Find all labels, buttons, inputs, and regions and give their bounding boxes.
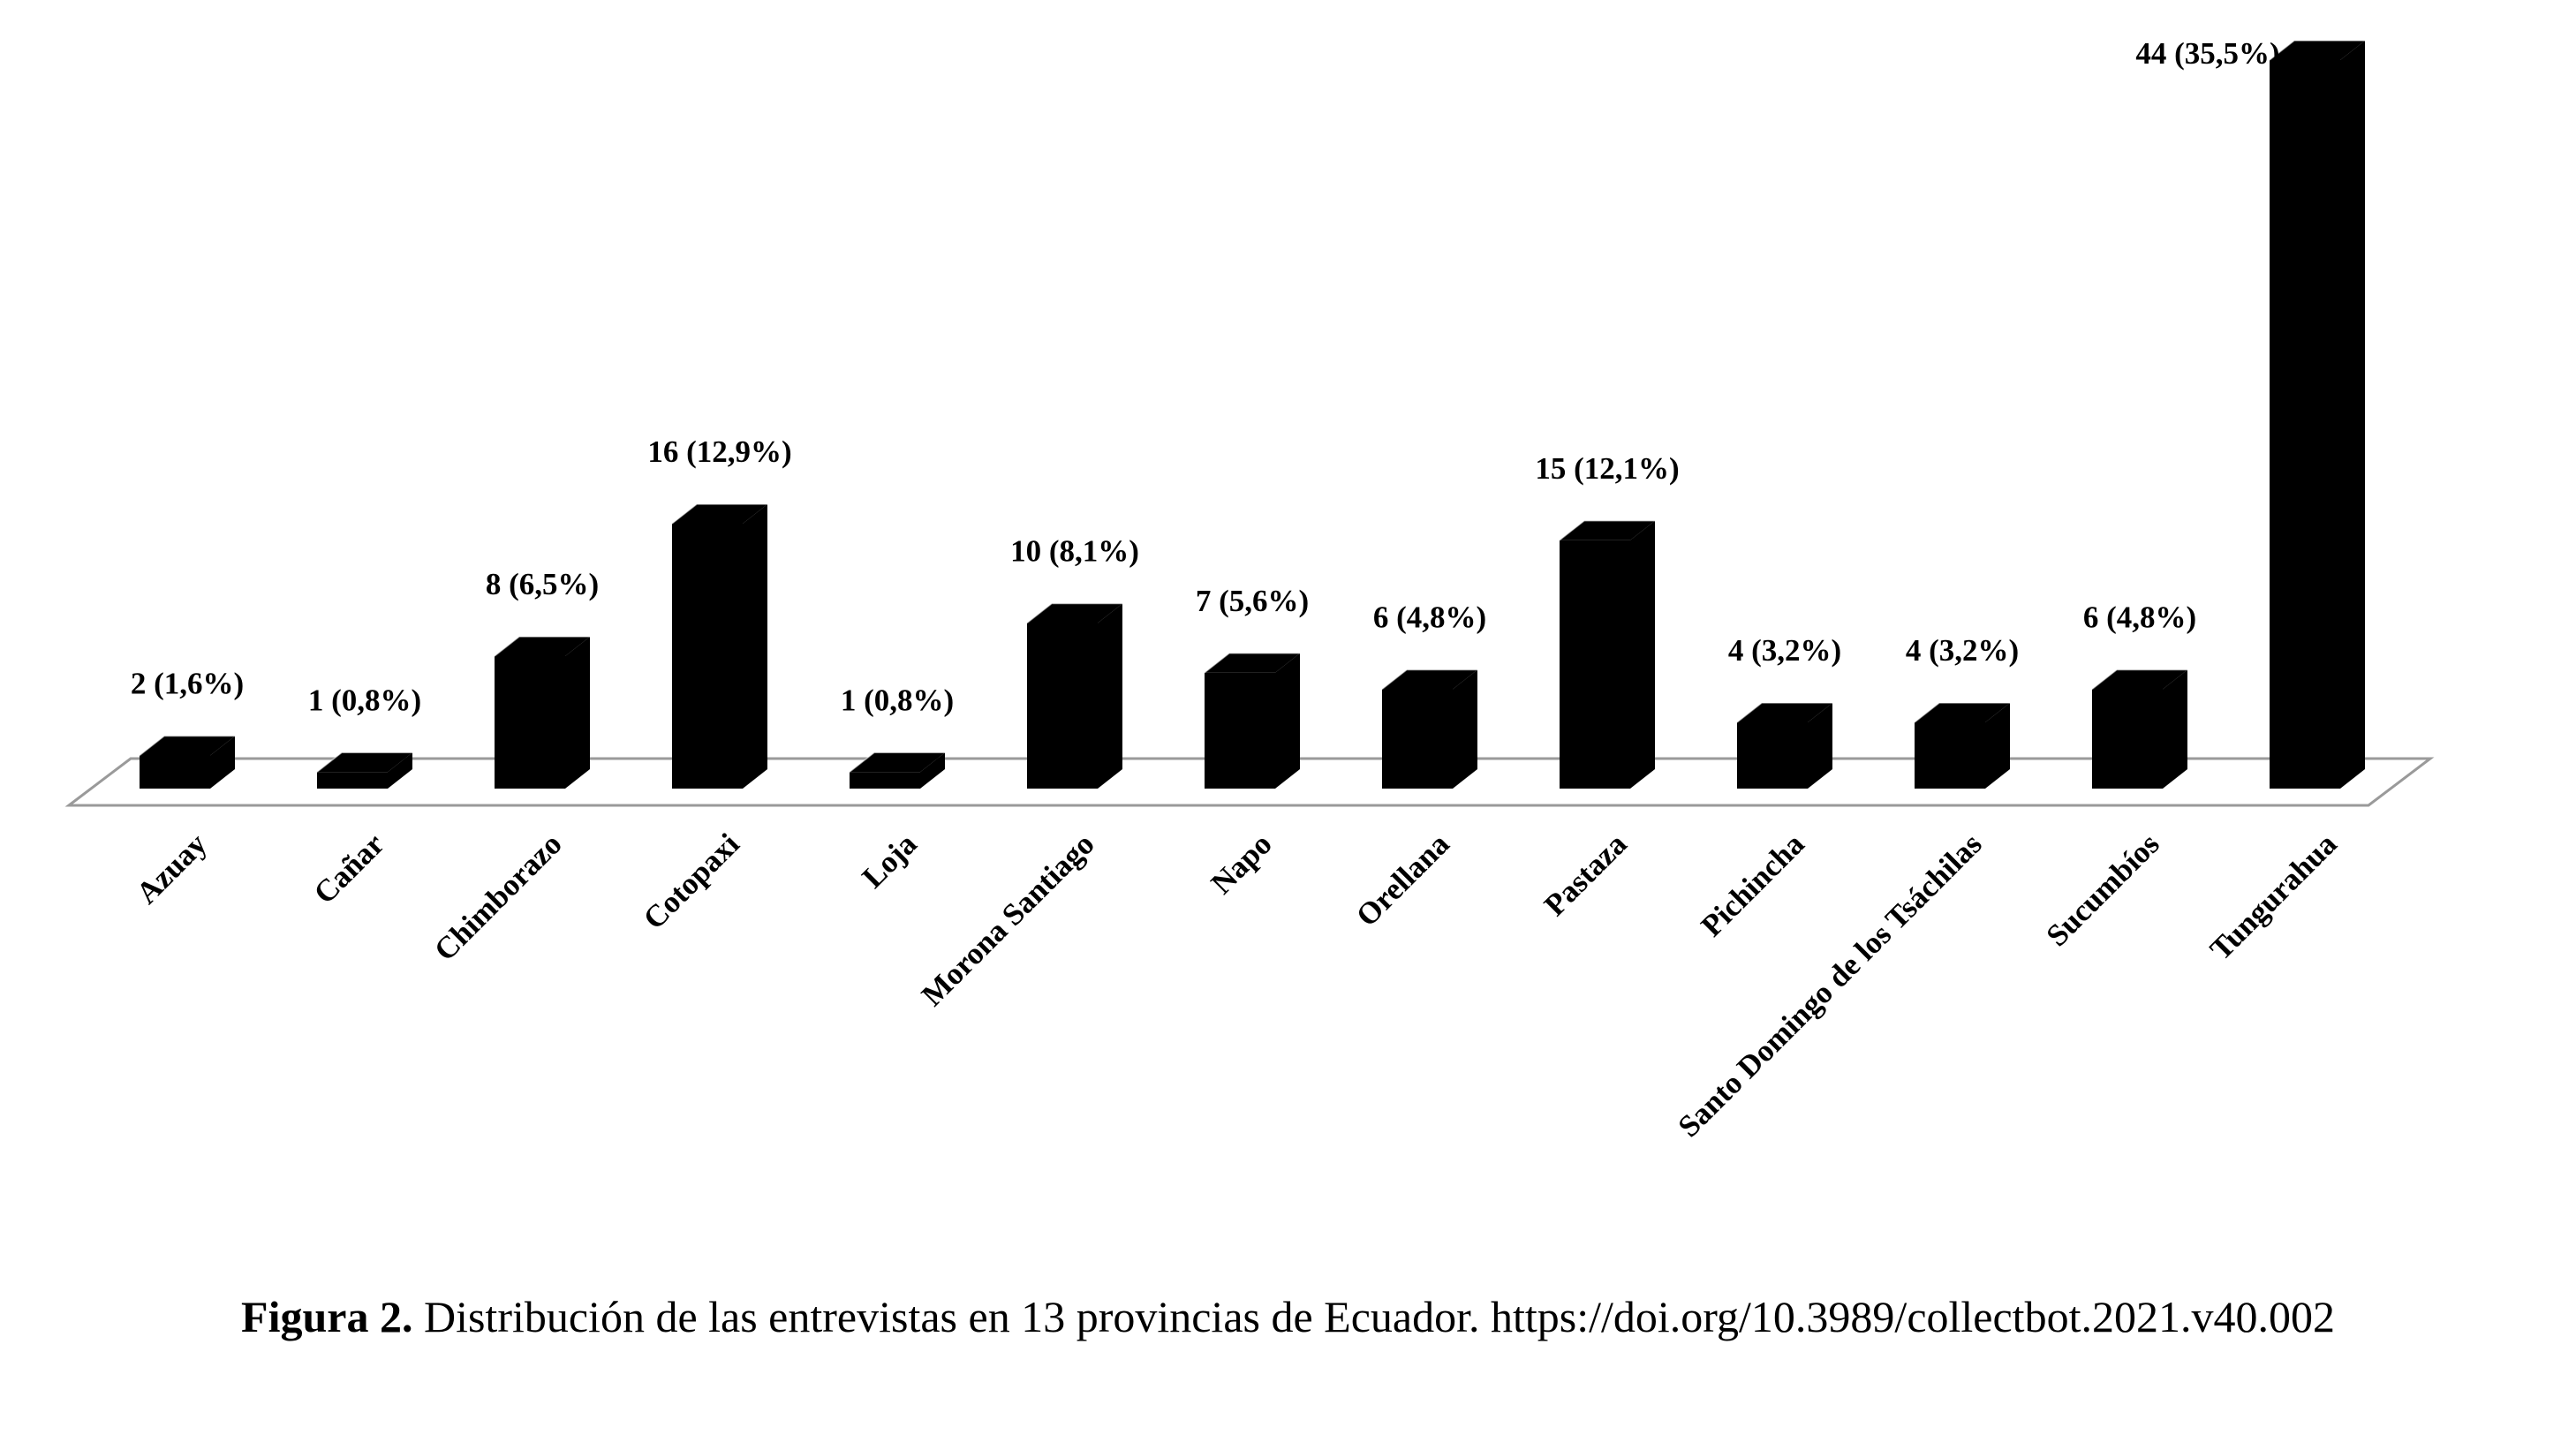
bar-edge (2269, 40, 2365, 61)
bar-edge (2091, 668, 2187, 691)
bar (1026, 602, 1122, 789)
bar-side (210, 736, 235, 789)
chart-floor (64, 757, 2435, 807)
bar-top (850, 752, 945, 773)
bar-edge (1736, 702, 1832, 723)
category-label: Azuay (130, 827, 214, 910)
data-label: 16 (12,9%) (647, 434, 791, 469)
bar-chart: 2 (1,6%) 1 (0,8%) 8 (6,5%) 16 (12,9%) 1 (0,8… (64, 36, 2435, 1144)
bar-edge (1026, 602, 1122, 624)
bar-edge (494, 636, 590, 657)
category-label: Loja (856, 827, 924, 895)
bar-side (1985, 703, 2010, 789)
bar-top (317, 752, 412, 773)
figure-caption: Figura 2. Distribución de las entrevista… (0, 1291, 2576, 1342)
bar-front (2092, 689, 2163, 789)
bar-side (2340, 41, 2365, 789)
bar-front (672, 524, 743, 789)
category-label: Cañar (307, 827, 391, 910)
bar-top (1560, 520, 1655, 540)
bar-edge (849, 751, 945, 773)
data-label: 7 (5,6%) (1196, 584, 1309, 618)
bar-front (1915, 722, 1985, 789)
bar (1204, 653, 1300, 789)
data-label: 6 (4,8%) (1373, 600, 1486, 635)
bar-front (2270, 60, 2340, 789)
bar-top (672, 504, 767, 524)
bar (1914, 702, 2010, 789)
data-label: 10 (8,1%) (1010, 534, 1139, 569)
bar-front (140, 755, 210, 789)
category-label: Santo Domingo de los Tsáchilas (1672, 827, 1989, 1144)
data-label: 4 (3,2%) (1728, 633, 1841, 668)
bar-side (1808, 703, 1832, 789)
bar-front (1737, 722, 1808, 789)
bar-front (495, 656, 565, 789)
bar (1559, 520, 1655, 789)
data-label: 4 (3,2%) (1906, 633, 2019, 668)
bar-top (1382, 669, 1477, 690)
bar-edge (316, 751, 412, 773)
figure-number: Figura 2. (241, 1292, 413, 1341)
category-label: Pichincha (1695, 827, 1811, 943)
bar-edge (1204, 653, 1300, 674)
bar-front (1382, 689, 1453, 789)
data-label: 2 (1,6%) (131, 667, 244, 701)
bar-front (1205, 672, 1275, 789)
data-label: 1 (0,8%) (841, 683, 954, 717)
category-label: Morona Santiago (915, 827, 1101, 1013)
bar-front (850, 772, 920, 789)
bar (316, 751, 412, 789)
bar-front (317, 772, 388, 789)
bar-edge (1381, 668, 1477, 691)
bar-edge (139, 735, 235, 757)
bar-side (2163, 669, 2187, 789)
bar (494, 636, 590, 789)
bar-top (140, 736, 235, 756)
bar (2091, 668, 2187, 789)
category-label: Chimborazo (427, 827, 569, 968)
data-label: 15 (12,1%) (1535, 451, 1679, 486)
bar (2269, 40, 2365, 789)
category-label: Tungurahua (2203, 827, 2344, 967)
category-label: Orellana (1349, 827, 1456, 933)
bar-edge (1914, 702, 2010, 723)
bar-front (1027, 623, 1098, 789)
bar (671, 503, 767, 789)
bar-side (1630, 520, 1655, 789)
bar (139, 735, 235, 789)
caption-text: Distribución de las entrevistas en 13 pr… (412, 1292, 2335, 1341)
category-label: Napo (1205, 827, 1279, 901)
bar (1736, 702, 1832, 789)
bar-edge (1559, 520, 1655, 541)
bar-top (1027, 603, 1122, 623)
bar-front (1560, 540, 1630, 789)
bar-top (2270, 41, 2365, 60)
data-label: 8 (6,5%) (486, 567, 599, 601)
bar-side (920, 752, 945, 789)
category-label: Pastaza (1537, 827, 1634, 923)
data-label: 6 (4,8%) (2083, 600, 2196, 635)
category-label: Cotopaxi (637, 827, 746, 936)
bar (1381, 668, 1477, 789)
bar (849, 751, 945, 789)
data-label: 44 (35,5%) (2135, 36, 2279, 71)
data-label: 1 (0,8%) (308, 683, 421, 717)
bar-top (1915, 703, 2010, 722)
bar-side (743, 504, 767, 789)
bar-side (1453, 669, 1477, 789)
bar-top (1205, 653, 1300, 673)
bar-edge (671, 503, 767, 525)
bar-top (2092, 669, 2187, 690)
bar-side (388, 752, 412, 789)
category-label: Sucumbíos (2040, 827, 2166, 953)
bar-top (1737, 703, 1832, 722)
bar-top (495, 637, 590, 656)
bar-side (565, 637, 590, 789)
bar-side (1275, 653, 1300, 789)
bar-side (1098, 603, 1122, 789)
